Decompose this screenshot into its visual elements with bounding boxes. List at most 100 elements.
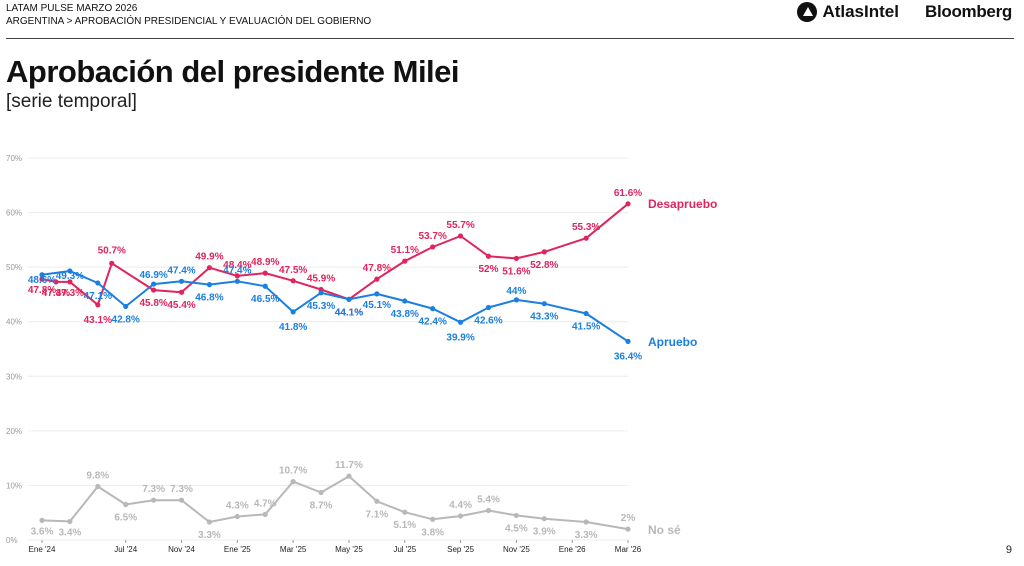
data-label: 48.9% <box>251 257 279 268</box>
x-tick-label: Mar '26 <box>615 545 642 554</box>
data-point <box>206 519 213 525</box>
data-point <box>262 283 268 289</box>
x-tick-label: Nov '25 <box>503 545 530 554</box>
data-point <box>67 518 73 525</box>
data-label: 42.6% <box>474 316 502 327</box>
x-tick-label: Sep '25 <box>447 545 474 554</box>
data-label: 5.1% <box>393 520 416 531</box>
data-point <box>151 287 157 293</box>
data-label: 7.3% <box>142 484 165 495</box>
x-tick-label: Ene '24 <box>29 545 56 554</box>
data-point <box>262 511 268 517</box>
data-point <box>151 497 157 503</box>
data-point <box>95 302 101 308</box>
data-label: 42.4% <box>418 317 446 328</box>
x-tick-label: Mar '25 <box>280 545 307 554</box>
data-point <box>485 304 492 311</box>
data-label: 3.3% <box>575 530 598 541</box>
data-label: 53.7% <box>418 231 446 242</box>
y-tick-label: 20% <box>6 427 22 436</box>
data-label: 49.9% <box>195 252 223 263</box>
data-point <box>513 255 519 262</box>
y-tick-label: 30% <box>6 372 22 381</box>
data-point <box>206 282 213 288</box>
data-point <box>485 253 492 259</box>
data-point <box>39 517 45 523</box>
data-point <box>234 513 240 520</box>
data-label: 47.4% <box>167 265 195 276</box>
data-label: 36.4% <box>614 351 642 362</box>
data-label: 4.5% <box>505 523 528 534</box>
data-label: 3.4% <box>59 527 82 538</box>
data-point <box>109 260 115 266</box>
data-label: 46.5% <box>251 294 279 305</box>
data-point <box>290 309 296 315</box>
data-point <box>234 278 240 284</box>
data-point <box>402 509 408 515</box>
report-name: LATAM PULSE MARZO 2026 <box>6 3 138 14</box>
x-tick-label: Nov '24 <box>168 545 195 554</box>
data-point <box>151 281 157 287</box>
x-tick-label: Ene '25 <box>224 545 251 554</box>
data-label: 3.3% <box>198 530 221 541</box>
data-point <box>457 233 464 239</box>
data-point <box>625 338 631 344</box>
data-label: 10.7% <box>279 466 307 477</box>
data-point <box>541 249 547 255</box>
data-label: 3.8% <box>421 527 444 538</box>
data-label: 47.3% <box>42 288 70 299</box>
data-label: 47.8% <box>28 285 56 296</box>
atlas-triangle-icon <box>797 2 818 22</box>
data-point <box>625 526 631 532</box>
data-point <box>39 276 45 282</box>
data-point <box>53 279 59 285</box>
data-point <box>318 489 324 496</box>
data-point <box>583 235 589 241</box>
data-label: 7.1% <box>365 509 388 520</box>
data-label: 44% <box>506 286 526 297</box>
data-point <box>206 265 213 271</box>
data-label: 3.6% <box>31 526 54 537</box>
data-point <box>318 290 324 296</box>
data-point <box>234 273 240 279</box>
data-point <box>346 473 352 479</box>
data-point <box>457 319 464 325</box>
data-label: 61.6% <box>614 188 642 199</box>
data-label: 7.3% <box>170 484 193 495</box>
data-point <box>374 276 380 282</box>
data-point <box>541 516 547 522</box>
data-label: 42.8% <box>112 314 140 325</box>
data-point <box>513 512 519 519</box>
data-label: 55.7% <box>446 220 474 231</box>
bloomberg-logo: Bloomberg <box>924 2 1012 21</box>
data-point <box>583 519 589 525</box>
series-name-label: Desapruebo <box>648 197 717 211</box>
report-header: LATAM PULSE MARZO 2026 ARGENTINA > APROB… <box>6 2 371 28</box>
y-tick-label: 70% <box>6 154 22 163</box>
data-label: 46.8% <box>195 293 223 304</box>
x-tick-label: Jul '25 <box>393 545 416 554</box>
data-label: 3.9% <box>533 527 556 538</box>
y-tick-label: 60% <box>6 209 22 218</box>
data-point <box>583 310 589 317</box>
data-point <box>374 291 380 297</box>
data-label: 8.7% <box>310 501 333 512</box>
data-label: 6.5% <box>114 513 137 524</box>
page-number: 9 <box>1005 544 1012 556</box>
y-tick-label: 50% <box>6 263 22 272</box>
data-label: 45.1% <box>363 300 391 311</box>
data-label: 48.4% <box>223 260 251 271</box>
data-label: 51.6% <box>502 266 530 277</box>
data-label: 41.8% <box>279 322 307 333</box>
data-point <box>123 501 129 508</box>
data-point <box>457 513 464 519</box>
page-title: Aprobación del presidente Milei <box>6 54 460 89</box>
data-point <box>290 278 296 284</box>
data-label: 47.1% <box>84 291 112 302</box>
data-point <box>290 479 296 485</box>
data-label: 45.9% <box>307 274 335 285</box>
data-label: 44.1% <box>335 307 363 318</box>
data-label: 43.3% <box>530 312 558 323</box>
data-label: 5.4% <box>477 495 500 506</box>
data-label: 52.8% <box>530 260 558 271</box>
